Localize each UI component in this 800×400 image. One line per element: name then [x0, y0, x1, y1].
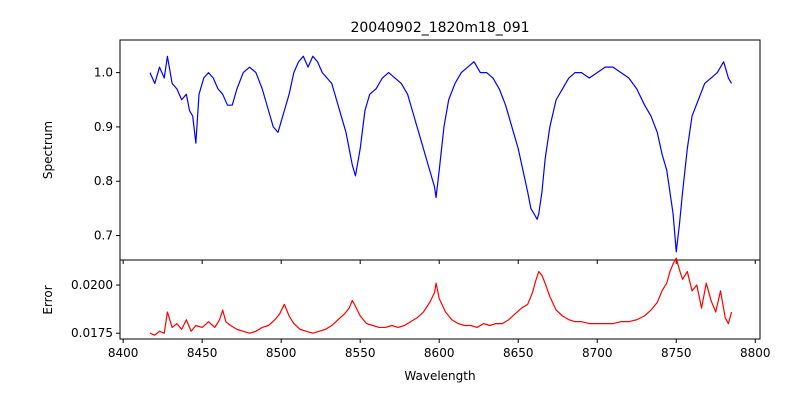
- error-x-tick-label: 8650: [503, 346, 534, 360]
- spectrum-y-tick-label: 1.0: [94, 66, 113, 80]
- chart-title: 20040902_1820m18_091: [350, 20, 529, 36]
- spectrum-series-line: [149, 55, 733, 253]
- error-series-line: [149, 257, 733, 336]
- error-panel: 8400 8450 8500 8550 8600 8650 8700 8750 8800 0.0…: [41, 257, 771, 383]
- spectrum-plot-frame: [119, 39, 761, 261]
- error-x-ticks: 8400 8450 8500 8550 8600 8650 8700 8750 8800: [108, 339, 771, 360]
- spectrum-y-tick-label: 0.9: [94, 120, 113, 134]
- error-y-ticks: 0.0175 0.0200: [71, 278, 120, 340]
- error-y-axis-label: Error: [41, 285, 55, 314]
- error-x-tick-label: 8500: [266, 346, 297, 360]
- error-x-tick-label: 8600: [424, 346, 455, 360]
- spectrum-x-ticks: [122, 260, 756, 264]
- error-y-tick-label: 0.0200: [71, 278, 113, 292]
- error-plot-frame: [119, 259, 761, 340]
- error-x-tick-label: 8450: [187, 346, 218, 360]
- error-x-tick-label: 8550: [345, 346, 376, 360]
- error-x-tick-label: 8700: [582, 346, 613, 360]
- error-x-tick-label: 8400: [108, 346, 139, 360]
- spectrum-y-tick-label: 0.8: [94, 174, 113, 188]
- spectrum-y-axis-label: Spectrum: [41, 121, 55, 179]
- error-y-tick-label: 0.0175: [71, 326, 113, 340]
- error-x-tick-label: 8750: [661, 346, 692, 360]
- spectrum-panel: 0.7 0.8 0.9 1.0 Spectrum: [41, 39, 761, 264]
- error-x-axis-label: Wavelength: [404, 369, 475, 383]
- spectrum-y-ticks: 0.7 0.8 0.9 1.0: [94, 66, 120, 243]
- spectrum-y-tick-label: 0.7: [94, 229, 113, 243]
- error-x-tick-label: 8800: [740, 346, 771, 360]
